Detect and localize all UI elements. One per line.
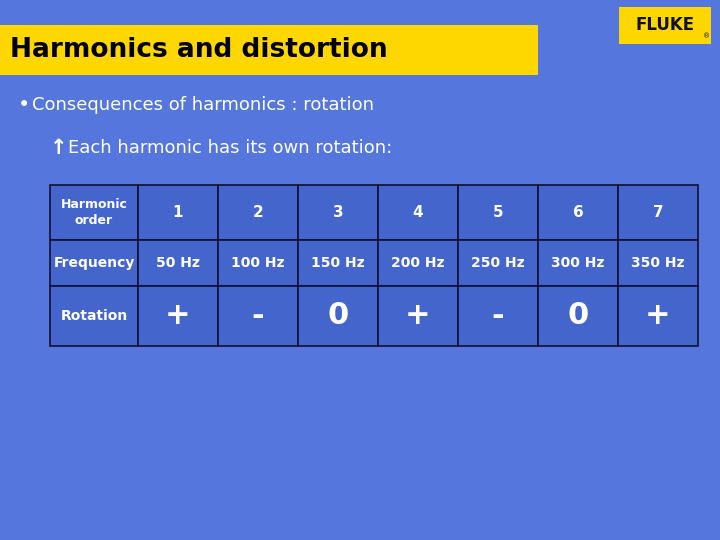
Text: Each harmonic has its own rotation:: Each harmonic has its own rotation:: [68, 139, 392, 157]
Text: -: -: [492, 301, 504, 330]
Bar: [138, 185, 218, 240]
Bar: [218, 286, 298, 346]
Text: Consequences of harmonics : rotation: Consequences of harmonics : rotation: [32, 96, 374, 114]
Bar: [50, 185, 138, 240]
Bar: [378, 240, 458, 286]
Bar: [298, 240, 378, 286]
Text: 150 Hz: 150 Hz: [311, 256, 365, 270]
Bar: [538, 240, 618, 286]
Text: 250 Hz: 250 Hz: [471, 256, 525, 270]
Bar: [218, 185, 298, 240]
Bar: [458, 185, 538, 240]
Text: 350 Hz: 350 Hz: [631, 256, 685, 270]
Text: FLUKE: FLUKE: [636, 17, 695, 35]
Text: 4: 4: [413, 205, 423, 220]
Text: -: -: [252, 301, 264, 330]
Bar: [618, 185, 698, 240]
Text: 1: 1: [173, 205, 184, 220]
Text: 5: 5: [492, 205, 503, 220]
Bar: [538, 286, 618, 346]
Text: 3: 3: [333, 205, 343, 220]
Text: +: +: [645, 301, 671, 330]
Text: Rotation: Rotation: [60, 309, 127, 323]
Bar: [618, 240, 698, 286]
Text: 50 Hz: 50 Hz: [156, 256, 200, 270]
Text: 200 Hz: 200 Hz: [391, 256, 445, 270]
Text: 0: 0: [328, 301, 348, 330]
Text: Harmonic
order: Harmonic order: [60, 199, 127, 226]
Bar: [618, 286, 698, 346]
Text: 100 Hz: 100 Hz: [231, 256, 284, 270]
Bar: [298, 185, 378, 240]
Text: •: •: [18, 95, 30, 115]
Text: 2: 2: [253, 205, 264, 220]
Bar: [50, 240, 138, 286]
Bar: [378, 286, 458, 346]
Text: ↑: ↑: [50, 138, 68, 158]
Bar: [619, 7, 711, 44]
Text: Frequency: Frequency: [53, 256, 135, 270]
Text: Harmonics and distortion: Harmonics and distortion: [10, 37, 387, 63]
Bar: [538, 185, 618, 240]
Text: +: +: [165, 301, 191, 330]
Bar: [218, 240, 298, 286]
Bar: [458, 240, 538, 286]
Bar: [298, 286, 378, 346]
Text: +: +: [405, 301, 431, 330]
Text: 7: 7: [653, 205, 663, 220]
Bar: [50, 286, 138, 346]
Text: ®: ®: [703, 33, 711, 39]
Bar: [378, 185, 458, 240]
Bar: [458, 286, 538, 346]
Text: 6: 6: [572, 205, 583, 220]
Text: 300 Hz: 300 Hz: [552, 256, 605, 270]
Text: 0: 0: [567, 301, 589, 330]
Bar: [138, 286, 218, 346]
Bar: [0, 25, 538, 75]
Bar: [138, 240, 218, 286]
